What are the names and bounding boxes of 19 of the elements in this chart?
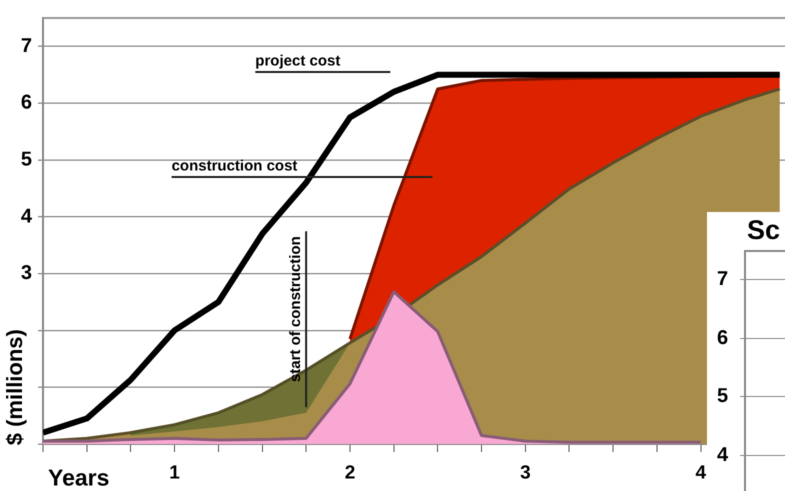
x-axis-title: Years (48, 464, 110, 490)
annotation: start of construction (286, 236, 304, 382)
y-tick-label: 6 (20, 92, 32, 114)
y-tick-label: 7 (20, 34, 32, 57)
y-tick-label: 3 (20, 262, 32, 284)
annotation: Sc (747, 214, 780, 246)
annotation: 7 (717, 267, 728, 291)
x-tick-label: 3 (520, 462, 531, 484)
annotation: 5 (717, 384, 728, 408)
x-tick-label: 1 (169, 462, 180, 484)
annotation: 6 (717, 326, 728, 350)
x-tick-label: 2 (344, 462, 356, 484)
annotation: 4 (717, 443, 728, 468)
annotation: project cost (255, 52, 340, 70)
x-tick-label: 4 (696, 462, 707, 484)
y-tick-label: 4 (20, 205, 33, 228)
y-axis-title: $ (millions) (2, 329, 28, 446)
y-tick-label: 5 (20, 148, 32, 171)
annotation: construction cost (172, 158, 298, 175)
